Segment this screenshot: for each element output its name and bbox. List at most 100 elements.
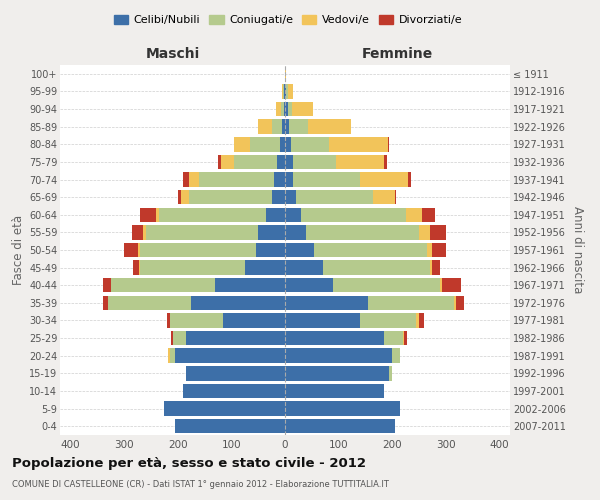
Bar <box>159 208 266 222</box>
Bar <box>186 366 285 380</box>
Bar <box>164 402 285 416</box>
Text: Maschi: Maschi <box>145 48 200 62</box>
Bar <box>301 208 406 222</box>
Bar <box>133 225 143 240</box>
Y-axis label: Anni di nascita: Anni di nascita <box>571 206 584 294</box>
Bar <box>245 260 285 275</box>
Bar <box>284 102 285 117</box>
Bar <box>392 348 400 363</box>
Bar <box>188 172 199 186</box>
Text: Femmine: Femmine <box>362 48 433 62</box>
Bar <box>285 208 301 222</box>
Bar <box>419 314 424 328</box>
Bar <box>186 331 285 345</box>
Bar <box>137 243 140 257</box>
Bar <box>285 384 384 398</box>
Bar <box>329 137 388 152</box>
Bar <box>171 331 173 345</box>
Legend: Celibi/Nubili, Coniugati/e, Vedovi/e, Divorziati/e: Celibi/Nubili, Coniugati/e, Vedovi/e, Di… <box>109 10 467 30</box>
Bar <box>285 419 395 434</box>
Bar <box>285 154 293 169</box>
Bar <box>178 190 181 204</box>
Bar <box>285 190 296 204</box>
Bar <box>283 84 284 98</box>
Bar <box>139 260 140 275</box>
Bar <box>422 208 435 222</box>
Bar <box>282 84 283 98</box>
Bar <box>323 260 430 275</box>
Bar <box>292 137 329 152</box>
Bar <box>258 225 285 240</box>
Bar <box>140 260 245 275</box>
Bar <box>175 348 285 363</box>
Bar <box>140 243 256 257</box>
Bar <box>221 154 234 169</box>
Bar <box>285 296 368 310</box>
Bar <box>250 137 280 152</box>
Text: COMUNE DI CASTELLEONE (CR) - Dati ISTAT 1° gennaio 2012 - Elaborazione TUTTITALI: COMUNE DI CASTELLEONE (CR) - Dati ISTAT … <box>12 480 389 489</box>
Bar <box>408 172 411 186</box>
Y-axis label: Fasce di età: Fasce di età <box>11 215 25 285</box>
Bar <box>287 84 293 98</box>
Bar <box>360 314 416 328</box>
Bar <box>272 190 285 204</box>
Bar <box>276 102 281 117</box>
Bar <box>285 348 392 363</box>
Bar <box>103 278 111 292</box>
Bar <box>285 314 360 328</box>
Bar <box>395 190 397 204</box>
Bar <box>308 120 351 134</box>
Bar <box>403 331 404 345</box>
Bar <box>293 154 336 169</box>
Bar <box>191 296 285 310</box>
Bar <box>234 137 250 152</box>
Bar <box>146 225 258 240</box>
Text: Popolazione per età, sesso e stato civile - 2012: Popolazione per età, sesso e stato civil… <box>12 458 366 470</box>
Bar <box>108 296 191 310</box>
Bar <box>285 278 333 292</box>
Bar <box>168 348 170 363</box>
Bar <box>274 172 285 186</box>
Bar <box>286 84 287 98</box>
Bar <box>266 208 285 222</box>
Bar <box>124 243 137 257</box>
Bar <box>427 243 433 257</box>
Bar <box>285 331 384 345</box>
Bar <box>140 208 157 222</box>
Bar <box>307 225 419 240</box>
Bar <box>430 225 446 240</box>
Bar <box>373 190 395 204</box>
Bar <box>283 120 285 134</box>
Bar <box>258 120 272 134</box>
Bar <box>454 296 457 310</box>
Bar <box>416 314 419 328</box>
Bar <box>285 243 314 257</box>
Bar <box>333 278 440 292</box>
Bar <box>296 190 373 204</box>
Bar <box>289 120 308 134</box>
Bar <box>293 172 360 186</box>
Bar <box>430 260 433 275</box>
Bar <box>133 260 139 275</box>
Bar <box>384 154 387 169</box>
Bar <box>285 260 323 275</box>
Bar <box>215 278 285 292</box>
Bar <box>433 243 446 257</box>
Bar <box>389 366 392 380</box>
Bar <box>285 402 400 416</box>
Bar <box>103 296 108 310</box>
Bar <box>111 278 215 292</box>
Bar <box>234 154 277 169</box>
Bar <box>404 331 407 345</box>
Bar <box>157 208 159 222</box>
Bar <box>336 154 384 169</box>
Bar <box>442 278 461 292</box>
Bar <box>181 190 188 204</box>
Bar <box>281 102 284 117</box>
Bar <box>188 190 272 204</box>
Bar <box>360 172 408 186</box>
Bar <box>292 102 313 117</box>
Bar <box>457 296 464 310</box>
Bar <box>277 154 285 169</box>
Bar <box>285 225 307 240</box>
